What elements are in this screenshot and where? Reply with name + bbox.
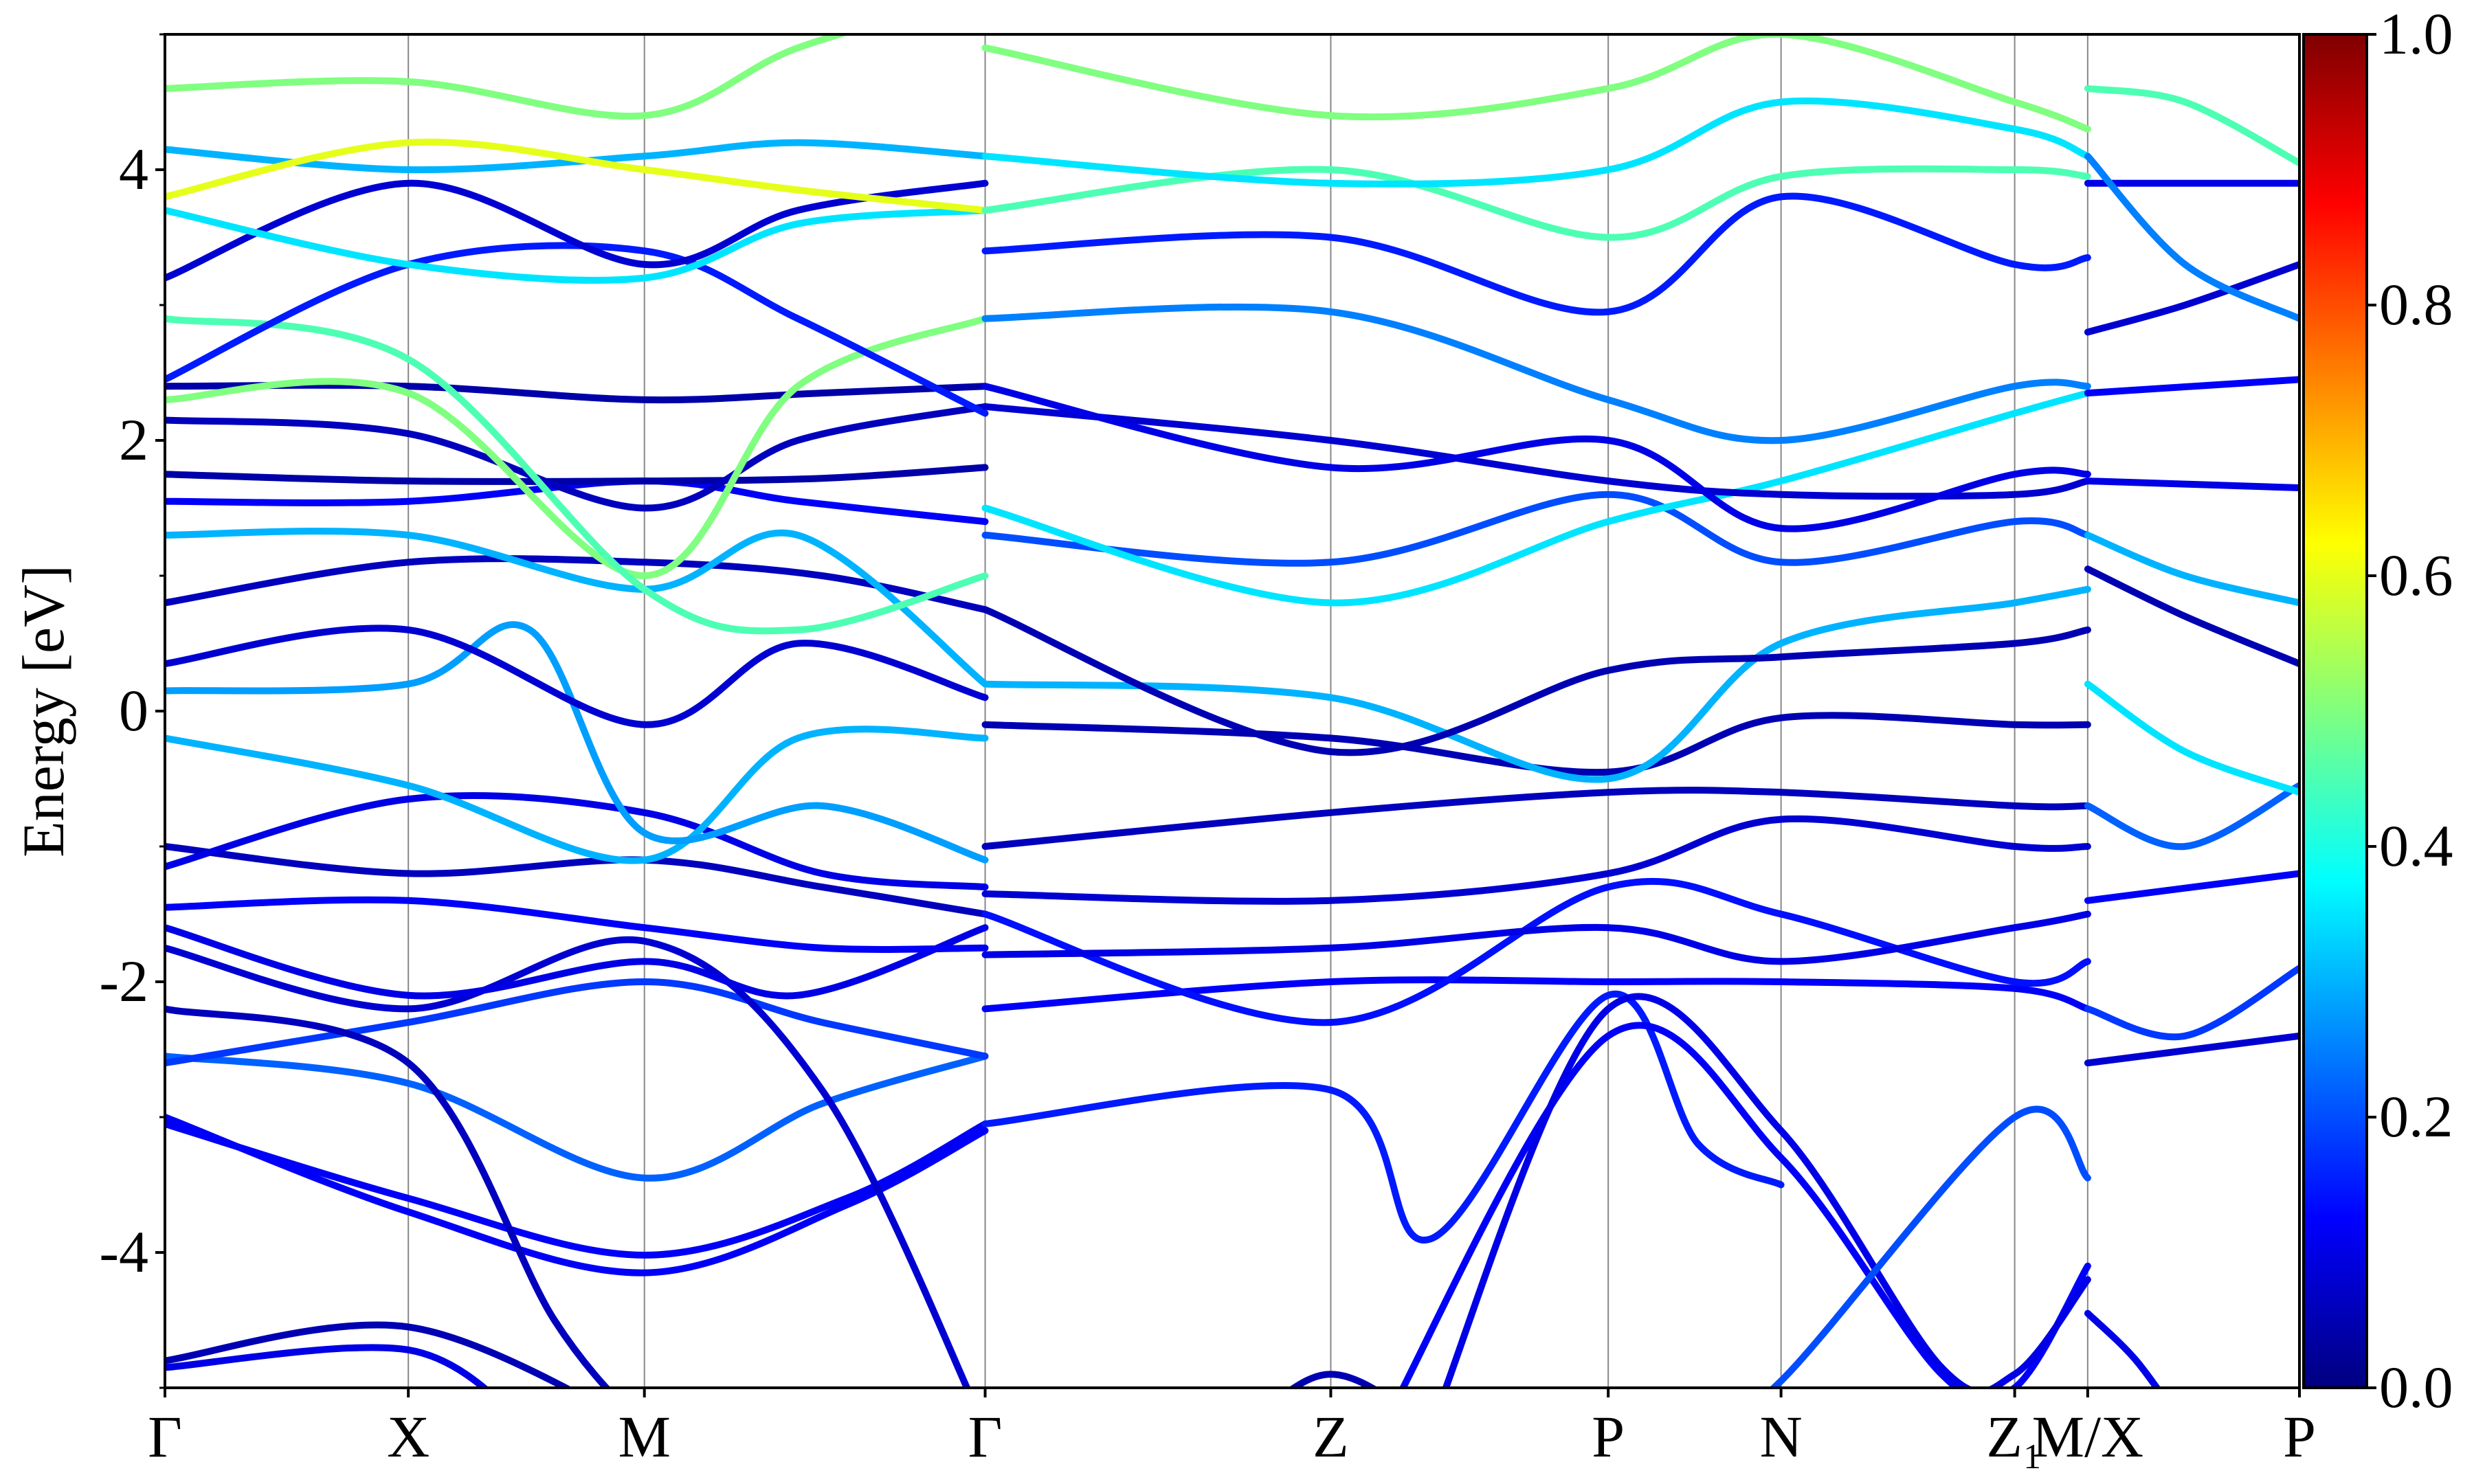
x-tick-label: M: [618, 1404, 670, 1470]
colorbar-tick-label: 0.6: [2379, 542, 2453, 608]
band-line: [981, 97, 2091, 188]
y-tick-label: 4: [119, 136, 148, 202]
band-line: [2084, 477, 2299, 491]
y-axis: -4 -2 0 2 4: [99, 33, 165, 1389]
band-line: [981, 390, 2091, 607]
band-line: [165, 978, 989, 1067]
band-line: [165, 528, 989, 688]
band-line: [981, 192, 2091, 316]
band-line: [981, 34, 2091, 133]
band-line: [165, 936, 971, 1388]
band-line: [981, 383, 2091, 532]
band-line: [165, 242, 989, 417]
band-line: [2084, 1309, 2161, 1388]
band-line: [2084, 153, 2299, 322]
band-line: [165, 1120, 989, 1259]
x-tick-label: M/X: [2032, 1404, 2143, 1470]
band-line: [1287, 1371, 1379, 1388]
band-line: [2084, 376, 2299, 397]
band-line: [165, 179, 989, 282]
band-line: [2084, 782, 2299, 851]
band-line: [1768, 1105, 2091, 1388]
band-line: [165, 555, 989, 614]
band-line: [165, 138, 989, 214]
y-axis-label: Energy [eV]: [10, 565, 76, 857]
band-line: [165, 924, 989, 1000]
y-tick-label: 0: [119, 677, 148, 743]
x-tick-label: Z₁: [1986, 1404, 2043, 1470]
band-line: [165, 315, 989, 580]
y-tick-label: -4: [99, 1219, 148, 1285]
band-line: [2084, 565, 2299, 668]
band-line: [2084, 260, 2299, 336]
band-line: [981, 787, 2091, 850]
band-line: [165, 1005, 611, 1388]
high-symmetry-lines: [408, 34, 2088, 1388]
band-line: [1399, 1022, 2091, 1388]
band-line: [2084, 680, 2299, 796]
band-line: [981, 585, 2091, 783]
band-line: [165, 625, 989, 728]
band-line: [165, 477, 989, 526]
band-line: [165, 34, 851, 120]
x-tick-label: X: [387, 1404, 430, 1470]
band-line: [165, 403, 989, 512]
band-line: [2084, 870, 2299, 904]
band-line: [981, 303, 2091, 445]
band-line: [165, 1321, 573, 1388]
band-line: [165, 726, 989, 864]
band-line: [981, 491, 2091, 567]
band-line: [981, 606, 2091, 756]
band-line: [2084, 85, 2299, 167]
band-line: [2084, 531, 2299, 607]
band-line: [981, 976, 2091, 1013]
band-line: [165, 381, 989, 404]
band-line: [981, 712, 2091, 776]
band-line: [165, 1114, 989, 1277]
colorbar-tick-label: 0.4: [2379, 813, 2453, 879]
y-tick-label: -2: [99, 948, 148, 1014]
band-line: [1442, 993, 2091, 1388]
band-line: [2084, 1032, 2299, 1067]
band-line: [2084, 965, 2299, 1041]
colorbar: [2302, 33, 2368, 1389]
band-line: [981, 815, 2091, 905]
band-line: [165, 792, 989, 891]
x-tick-label: P: [2283, 1404, 2316, 1470]
band-line: [165, 621, 989, 864]
band-line: [165, 896, 989, 953]
colorbar-tick-label: 1.0: [2379, 1, 2453, 67]
band-line: [165, 464, 989, 485]
colorbar-tick-label: 0.8: [2379, 271, 2453, 337]
y-tick-label: 2: [119, 407, 148, 473]
colorbar-tick-label: 0.0: [2379, 1354, 2453, 1420]
x-tick-label: P: [1592, 1404, 1625, 1470]
x-tick-label: Γ: [968, 1404, 1003, 1470]
band-line: [165, 1053, 989, 1182]
x-tick-label: Z: [1313, 1404, 1349, 1470]
colorbar-tick-label: 0.2: [2379, 1083, 2453, 1149]
band-line: [165, 139, 989, 174]
colorbar-axis: 0.0 0.2 0.4 0.6 0.8 1.0: [2367, 1, 2453, 1420]
band-line: [165, 207, 989, 284]
band-line: [165, 1344, 490, 1388]
x-tick-label: N: [1760, 1404, 1803, 1470]
bands-layer: [165, 34, 2299, 1388]
band-line: [981, 877, 2091, 1026]
band-line: [981, 910, 2091, 965]
band-line: [981, 990, 1785, 1244]
x-tick-label: Γ: [148, 1404, 182, 1470]
band-line: [165, 315, 989, 635]
band-line: [981, 403, 2091, 500]
x-axis: Γ X M Γ Z P N Z₁M/X P: [148, 1388, 2316, 1470]
